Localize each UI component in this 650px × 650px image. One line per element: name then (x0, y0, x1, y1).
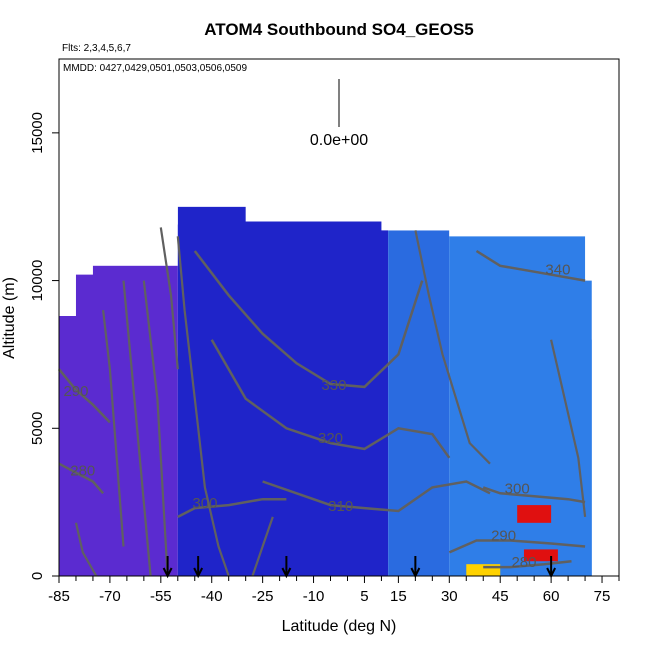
x-tick-label-11: 75 (594, 588, 611, 605)
y-tick-label-2: 10000 (29, 260, 46, 302)
heatmap-cell-4 (517, 505, 552, 523)
contour-line-extra-4 (159, 227, 179, 370)
dates-note: MMDD: 0427,0429,0501,0503,0506,0509 (63, 63, 247, 74)
contour-line-extra-1 (122, 280, 152, 577)
contour-line-320 (210, 339, 451, 459)
x-tick-label-7: 15 (390, 588, 407, 605)
x-tick-label-8: 30 (441, 588, 458, 605)
contour-line-290 (448, 539, 586, 554)
scale-legend-value: 0.0e+00 (310, 132, 368, 149)
contour-line-340 (475, 249, 586, 282)
x-tick-label-5: -10 (303, 588, 325, 605)
plot-frame (58, 58, 620, 577)
x-tick-label-9: 45 (492, 588, 509, 605)
y-tick-label-0: 0 (29, 572, 46, 580)
contour-line-300 (482, 486, 586, 504)
x-tick-label-0: -85 (48, 588, 70, 605)
contour-line-280 (58, 462, 105, 495)
contour-label-2: 300 (192, 495, 217, 512)
contour-line-extra-0 (142, 280, 169, 577)
contour-line-300 (177, 497, 287, 519)
contour-label-0: 290 (63, 383, 88, 400)
contour-lines: 290 280 300 310 320 330 340 300 290 280 (58, 227, 587, 577)
y-tick-label-1: 5000 (29, 412, 46, 445)
contour-line-330 (193, 250, 424, 389)
contour-label-1: 280 (70, 463, 95, 480)
heatmap-cell-5 (523, 549, 558, 562)
contour-label-4: 320 (318, 430, 343, 447)
y-tick-label-3: 15000 (29, 112, 46, 154)
contour-line-310 (262, 480, 491, 513)
y-axis-label: Altitude (m) (1, 277, 18, 359)
x-tick-label-10: 60 (543, 588, 560, 605)
contour-line-extra-6 (550, 339, 587, 518)
heatmap-cell-6 (466, 564, 501, 576)
flights-note: Flts: 2,3,4,5,6,7 (62, 43, 131, 54)
contour-line-290 (58, 368, 111, 424)
y-axis: 0 5000 10000 15000 (29, 112, 59, 580)
contour-line-extra-5 (414, 230, 491, 465)
contour-line-extra-7 (251, 516, 274, 577)
contour-label-8: 290 (491, 528, 516, 545)
x-tick-label-3: -40 (201, 588, 223, 605)
x-axis: -85 -70 -55 -40 -25 -10 5 15 30 45 60 75 (48, 576, 620, 605)
heatmap-cell-2 (388, 230, 450, 576)
plot-area: 290 280 300 310 320 330 340 300 290 280 (58, 206, 592, 579)
contour-label-9: 280 (511, 554, 536, 571)
contour-label-5: 330 (321, 377, 346, 394)
chart-title: ATOM4 Southbound SO4_GEOS5 (204, 20, 474, 39)
x-tick-label-4: -25 (252, 588, 274, 605)
x-axis-label: Latitude (deg N) (282, 618, 397, 635)
contour-label-7: 300 (505, 480, 530, 497)
heatmap-cells (59, 206, 592, 576)
heatmap-cell-1 (177, 206, 389, 576)
heatmap-cell-3 (449, 236, 592, 576)
contour-label-3: 310 (328, 498, 353, 515)
contour-line-extra-2 (102, 309, 125, 547)
x-tick-label-6: 5 (360, 588, 368, 605)
contour-line-extra-3 (176, 236, 230, 577)
contour-line-280 (483, 559, 572, 569)
contour-line-extra-8 (74, 522, 98, 577)
x-tick-label-2: -55 (150, 588, 172, 605)
x-tick-label-1: -70 (99, 588, 121, 605)
contour-label-6: 340 (545, 262, 570, 279)
scale-legend: 0.0e+00 (310, 79, 368, 149)
